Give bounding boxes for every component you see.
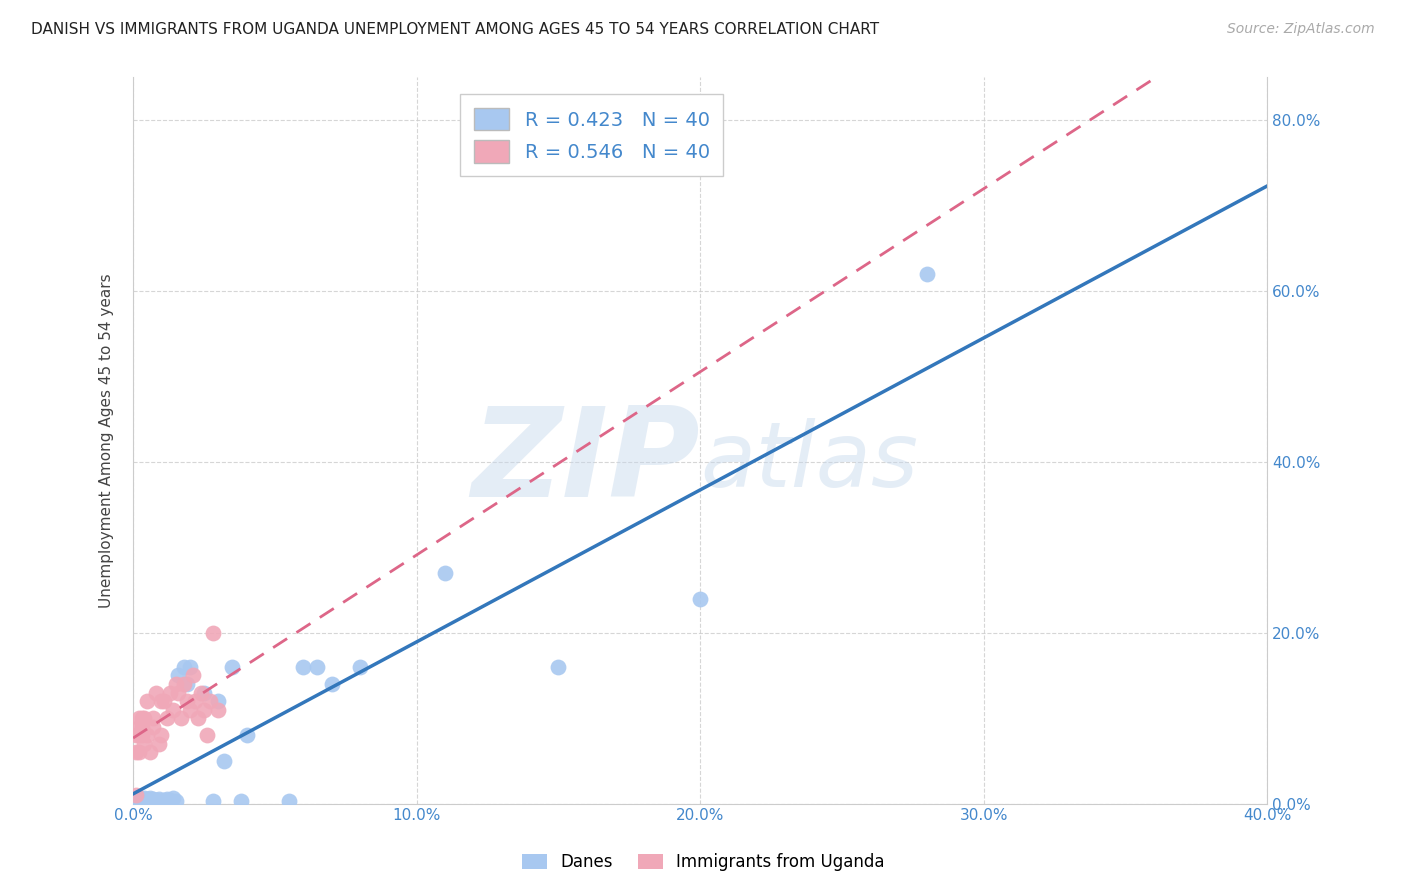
Point <box>153 793 176 807</box>
Point <box>176 677 198 691</box>
Point <box>150 728 173 742</box>
Point <box>434 566 457 580</box>
Point <box>125 794 148 808</box>
Point <box>170 711 193 725</box>
Point <box>131 728 153 742</box>
Point <box>173 677 195 691</box>
Point <box>128 728 150 742</box>
Point <box>148 792 170 806</box>
Point <box>190 685 212 699</box>
Point <box>145 685 167 699</box>
Point <box>689 591 711 606</box>
Point <box>128 793 150 807</box>
Point <box>125 745 148 759</box>
Text: Source: ZipAtlas.com: Source: ZipAtlas.com <box>1227 22 1375 37</box>
Point <box>181 668 204 682</box>
Point <box>179 660 201 674</box>
Point <box>142 711 165 725</box>
Point <box>136 728 159 742</box>
Point <box>221 660 243 674</box>
Point <box>212 754 235 768</box>
Point <box>173 660 195 674</box>
Point <box>136 694 159 708</box>
Legend: R = 0.423   N = 40, R = 0.546   N = 40: R = 0.423 N = 40, R = 0.546 N = 40 <box>460 95 723 177</box>
Point <box>165 794 187 808</box>
Point <box>156 711 179 725</box>
Point <box>207 694 229 708</box>
Point <box>207 703 229 717</box>
Point <box>142 720 165 734</box>
Point <box>128 711 150 725</box>
Point <box>131 711 153 725</box>
Point <box>142 794 165 808</box>
Point <box>142 792 165 806</box>
Point <box>167 668 190 682</box>
Point <box>184 694 207 708</box>
Point <box>156 792 179 806</box>
Point <box>915 267 938 281</box>
Point <box>235 728 257 742</box>
Point <box>139 793 162 807</box>
Point <box>167 685 190 699</box>
Point <box>134 711 156 725</box>
Point <box>131 792 153 806</box>
Point <box>128 720 150 734</box>
Point <box>278 794 301 808</box>
Point <box>195 728 218 742</box>
Legend: Danes, Immigrants from Uganda: Danes, Immigrants from Uganda <box>513 845 893 880</box>
Point <box>321 677 343 691</box>
Point <box>134 737 156 751</box>
Point <box>307 660 329 674</box>
Point <box>179 703 201 717</box>
Point <box>131 794 153 808</box>
Point <box>159 685 181 699</box>
Point <box>165 677 187 691</box>
Text: ZIP: ZIP <box>471 401 700 523</box>
Point <box>162 791 184 805</box>
Point <box>145 793 167 807</box>
Point <box>292 660 315 674</box>
Point <box>150 694 173 708</box>
Point <box>136 792 159 806</box>
Point <box>187 711 209 725</box>
Point <box>134 791 156 805</box>
Point <box>136 794 159 808</box>
Point <box>134 793 156 807</box>
Point <box>162 703 184 717</box>
Point <box>193 685 215 699</box>
Y-axis label: Unemployment Among Ages 45 to 54 years: Unemployment Among Ages 45 to 54 years <box>100 273 114 607</box>
Point <box>128 745 150 759</box>
Point <box>159 793 181 807</box>
Point <box>201 794 224 808</box>
Point <box>125 788 148 802</box>
Point <box>193 703 215 717</box>
Point <box>547 660 569 674</box>
Point <box>125 728 148 742</box>
Point <box>131 720 153 734</box>
Point <box>229 794 252 808</box>
Point <box>139 791 162 805</box>
Point <box>198 694 221 708</box>
Text: DANISH VS IMMIGRANTS FROM UGANDA UNEMPLOYMENT AMONG AGES 45 TO 54 YEARS CORRELAT: DANISH VS IMMIGRANTS FROM UGANDA UNEMPLO… <box>31 22 879 37</box>
Point <box>153 694 176 708</box>
Point <box>176 694 198 708</box>
Point <box>139 745 162 759</box>
Text: atlas: atlas <box>700 418 918 507</box>
Point <box>150 794 173 808</box>
Point <box>201 625 224 640</box>
Point <box>349 660 371 674</box>
Point <box>148 737 170 751</box>
